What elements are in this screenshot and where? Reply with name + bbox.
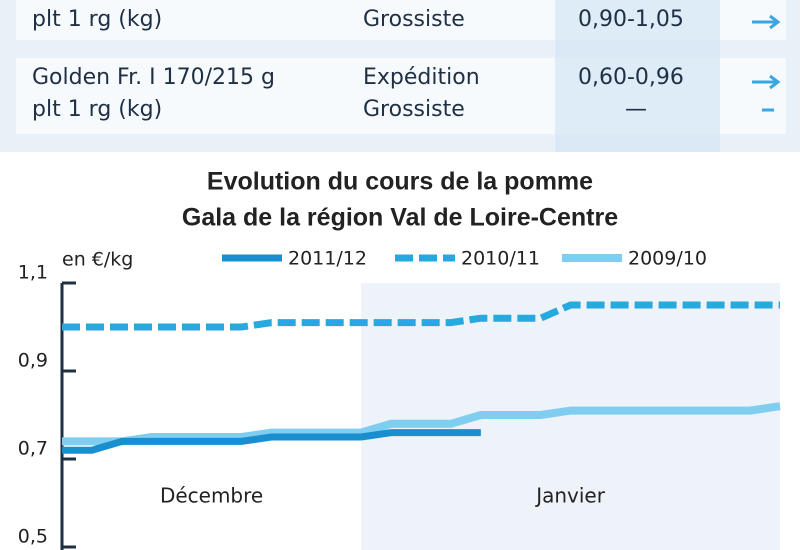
month-label: Décembre (160, 484, 263, 508)
legend-label: 2009/10 (628, 248, 707, 270)
table-cell: 0,60-0,96 (578, 65, 684, 90)
table-cell: plt 1 rg (kg) (32, 97, 162, 122)
month-band (361, 283, 780, 550)
table-cell: plt 1 rg (kg) (32, 7, 162, 32)
table-cell: — (625, 97, 647, 122)
trend-icons (752, 14, 781, 112)
chart-title: Gala de la région Val de Loire-Centre (182, 204, 618, 232)
y-tick-label: 0,9 (18, 350, 48, 372)
legend-label: 2011/12 (288, 248, 367, 270)
y-axis-label: en €/kg (62, 249, 133, 271)
table-cell: Grossiste (363, 97, 465, 122)
y-tick-label: 0,7 (18, 438, 48, 460)
table-cell: Expédition (363, 65, 480, 90)
series-line (62, 402, 781, 446)
arrow-icon (752, 14, 781, 30)
month-label: Janvier (534, 484, 606, 508)
series-line (62, 301, 780, 331)
series-line (62, 429, 481, 454)
arrow-icon (752, 74, 781, 90)
table-cell: Grossiste (363, 7, 465, 32)
chart-title: Evolution du cours de la pomme (207, 168, 593, 196)
price-column (555, 0, 720, 152)
table: plt 1 rg (kg) Grossiste 0,90-1,05 Golden Fr… (32, 7, 684, 122)
y-tick-label: 1,1 (18, 262, 48, 284)
legend-label: 2010/11 (461, 248, 540, 270)
table-cell: Golden Fr. I 170/215 g (32, 65, 275, 90)
table-cell: 0,90-1,05 (578, 7, 684, 32)
y-tick-label: 0,5 (18, 526, 48, 548)
chart: Evolution du cours de la pomme Gala de la… (18, 168, 781, 550)
